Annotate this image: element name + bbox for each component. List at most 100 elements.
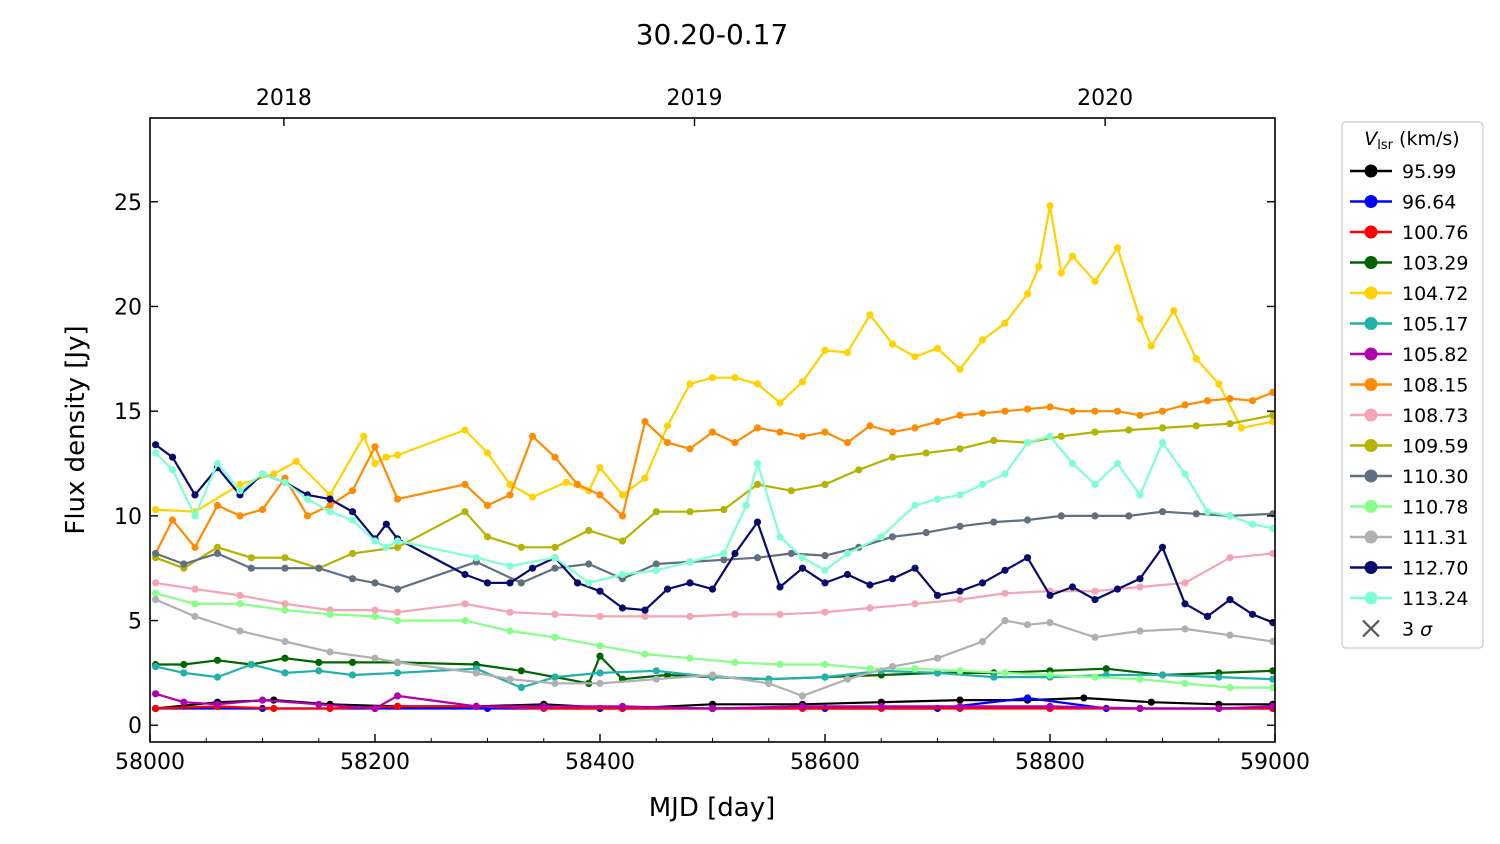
data-point — [270, 470, 278, 478]
data-point — [393, 585, 402, 593]
data-point — [551, 610, 559, 618]
data-point — [461, 426, 469, 434]
data-point — [933, 344, 942, 352]
data-point — [236, 600, 244, 608]
top-year-label: 2020 — [1077, 86, 1133, 111]
data-point — [652, 560, 660, 568]
data-point — [1215, 380, 1223, 388]
data-point — [180, 660, 188, 669]
data-point — [213, 549, 222, 558]
data-point — [933, 495, 942, 503]
data-point — [686, 579, 694, 587]
data-point — [1125, 426, 1133, 434]
data-point — [798, 554, 807, 562]
data-point — [686, 558, 694, 566]
data-point — [1046, 432, 1054, 440]
data-point — [821, 608, 829, 616]
data-point — [393, 537, 402, 545]
legend-label: 111.31 — [1402, 527, 1468, 549]
data-point — [1248, 610, 1257, 618]
legend-marker — [1364, 500, 1378, 513]
data-point — [596, 669, 604, 677]
data-point — [776, 428, 784, 436]
data-point — [877, 702, 885, 711]
data-point — [180, 669, 188, 677]
series-105.17 — [152, 660, 1275, 692]
data-point — [281, 478, 289, 486]
series-line-112.70 — [154, 443, 1274, 624]
data-point — [573, 480, 582, 488]
data-point — [326, 704, 334, 713]
data-point — [551, 633, 559, 641]
data-point — [152, 690, 160, 698]
y-tick-label: 15 — [114, 400, 142, 425]
legend-title: Vlsr (km/s) — [1364, 128, 1459, 153]
data-point — [1136, 411, 1144, 419]
data-point — [787, 487, 795, 495]
data-point — [292, 457, 300, 465]
x-cross-icon — [1362, 619, 1380, 638]
data-point — [866, 581, 874, 589]
data-point — [798, 564, 807, 572]
y-tick-label: 10 — [114, 505, 142, 530]
data-point — [236, 480, 244, 488]
legend-item-104.72: 104.72 — [1350, 283, 1468, 305]
data-point — [866, 604, 874, 612]
series-line-108.15 — [154, 391, 1274, 554]
data-point — [585, 560, 593, 568]
data-point — [978, 480, 987, 488]
data-point — [1091, 407, 1099, 415]
data-point — [1158, 424, 1167, 432]
data-point — [652, 566, 660, 574]
data-point — [303, 512, 312, 520]
data-point — [540, 702, 548, 711]
data-point — [551, 679, 559, 688]
legend-label: 100.76 — [1402, 222, 1468, 244]
data-point — [1125, 512, 1133, 520]
data-point — [753, 459, 762, 468]
data-point — [1068, 407, 1077, 415]
series-line-108.73 — [155, 552, 1273, 618]
data-point — [888, 533, 897, 541]
data-point — [472, 554, 480, 562]
data-point — [180, 560, 188, 568]
legend-label: 108.73 — [1402, 405, 1468, 427]
data-point — [911, 564, 919, 572]
data-point — [483, 579, 492, 587]
series-line-103.29 — [155, 654, 1273, 685]
data-point — [843, 439, 852, 447]
legend-item-113.24: 113.24 — [1350, 588, 1468, 610]
legend-label: 110.30 — [1402, 466, 1468, 488]
data-point — [348, 671, 357, 679]
data-point — [1147, 698, 1155, 706]
data-point — [152, 596, 160, 604]
data-point — [956, 365, 964, 373]
data-point — [888, 340, 897, 348]
data-point — [663, 585, 672, 593]
data-point — [506, 480, 514, 488]
top-year-label: 2018 — [256, 86, 312, 111]
data-point — [843, 675, 852, 683]
data-point — [371, 654, 379, 662]
data-point — [933, 591, 942, 600]
data-point — [933, 669, 942, 677]
series-108.73 — [152, 549, 1275, 621]
legend-marker — [1364, 286, 1378, 300]
data-point — [1001, 589, 1009, 597]
series-105.82 — [152, 690, 1275, 713]
data-point — [371, 606, 379, 614]
data-point — [1158, 671, 1167, 679]
data-point — [191, 512, 199, 520]
data-point — [843, 348, 852, 357]
data-point — [1091, 596, 1099, 604]
series-109.59 — [152, 411, 1275, 572]
data-point — [821, 346, 829, 354]
data-point — [382, 453, 390, 461]
legend-item-95.99: 95.99 — [1350, 161, 1456, 183]
data-point — [798, 692, 807, 700]
data-point — [1136, 627, 1144, 635]
data-point — [168, 516, 177, 524]
data-point — [236, 512, 244, 520]
